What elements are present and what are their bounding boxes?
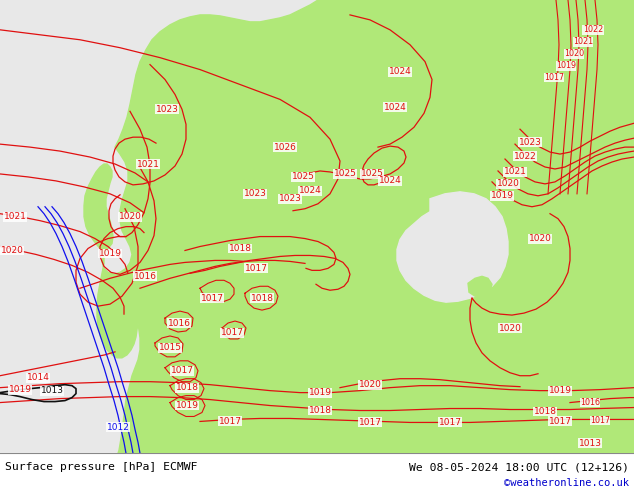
Text: 1025: 1025	[361, 170, 384, 178]
Text: 1024: 1024	[384, 103, 406, 112]
Text: 1017: 1017	[358, 418, 382, 427]
Text: We 08-05-2024 18:00 UTC (12+126): We 08-05-2024 18:00 UTC (12+126)	[409, 462, 629, 472]
Polygon shape	[468, 276, 492, 296]
Text: 1023: 1023	[519, 138, 541, 147]
Polygon shape	[397, 192, 508, 302]
Text: 1017: 1017	[590, 416, 610, 425]
Text: 1019: 1019	[309, 388, 332, 397]
Text: 1017: 1017	[245, 264, 268, 273]
Polygon shape	[84, 0, 634, 453]
Text: 1018: 1018	[250, 294, 273, 303]
Text: 1020: 1020	[498, 323, 521, 333]
Text: 1020: 1020	[359, 380, 382, 389]
Text: 1017: 1017	[548, 417, 571, 426]
Text: 1024: 1024	[299, 186, 321, 196]
Text: 1017: 1017	[219, 417, 242, 426]
Text: 1020: 1020	[119, 212, 141, 221]
Text: 1019: 1019	[491, 191, 514, 200]
Text: 1022: 1022	[514, 151, 536, 161]
Text: 1016: 1016	[580, 398, 600, 407]
Text: 1016: 1016	[167, 318, 190, 327]
Text: 1019: 1019	[8, 385, 32, 394]
Text: 1013: 1013	[41, 386, 63, 395]
Text: 1018: 1018	[228, 244, 252, 253]
Text: 1024: 1024	[378, 176, 401, 185]
Text: 1025: 1025	[333, 170, 356, 178]
Text: 1017: 1017	[544, 73, 564, 82]
Text: 1018: 1018	[176, 383, 198, 392]
Text: 1020: 1020	[496, 179, 519, 188]
Text: 1019: 1019	[548, 386, 571, 395]
Text: 1025: 1025	[292, 172, 314, 181]
Text: 1013: 1013	[578, 439, 602, 448]
Text: 1018: 1018	[533, 407, 557, 416]
Text: ©weatheronline.co.uk: ©weatheronline.co.uk	[504, 478, 629, 488]
Text: 1016: 1016	[134, 272, 157, 281]
Text: 1019: 1019	[98, 249, 122, 258]
Text: Surface pressure [hPa] ECMWF: Surface pressure [hPa] ECMWF	[5, 462, 198, 472]
Text: 1015: 1015	[158, 343, 181, 352]
Text: 1023: 1023	[243, 189, 266, 198]
Text: 1020: 1020	[564, 49, 584, 58]
Text: 1017: 1017	[439, 418, 462, 427]
Text: 1017: 1017	[200, 294, 224, 303]
Text: 1021: 1021	[573, 37, 593, 46]
Text: 1020: 1020	[1, 246, 23, 255]
Text: 1017: 1017	[171, 366, 193, 375]
Text: 1019: 1019	[556, 61, 576, 70]
Text: 1026: 1026	[273, 143, 297, 151]
Text: 1014: 1014	[27, 373, 49, 382]
Text: 1023: 1023	[155, 105, 178, 114]
Text: 1023: 1023	[278, 195, 301, 203]
Text: 1017: 1017	[221, 328, 243, 338]
Text: 1020: 1020	[529, 234, 552, 243]
Text: 1018: 1018	[309, 406, 332, 415]
Text: 1022: 1022	[583, 25, 603, 34]
Text: 1024: 1024	[389, 67, 411, 76]
Text: 1012: 1012	[107, 423, 129, 432]
Text: 1019: 1019	[176, 401, 198, 410]
Text: 1021: 1021	[503, 168, 526, 176]
Text: 1021: 1021	[136, 160, 159, 169]
Text: 1021: 1021	[4, 212, 27, 221]
